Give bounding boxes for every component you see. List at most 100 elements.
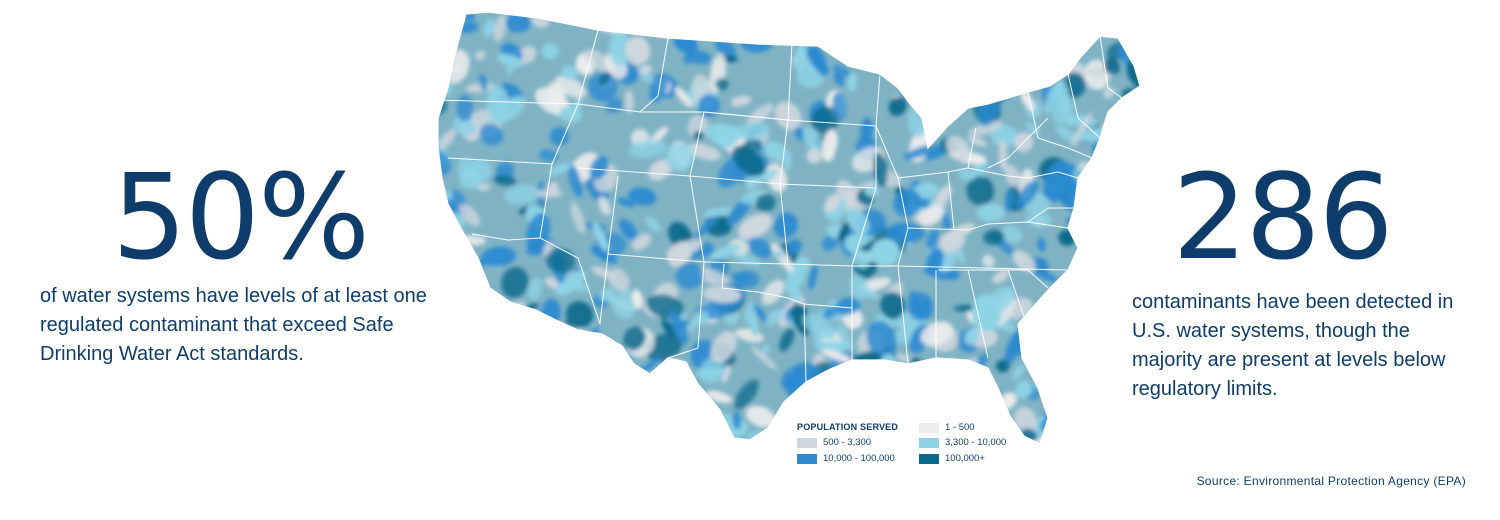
legend-swatch: [919, 453, 939, 464]
map-texture-blob: [589, 155, 609, 180]
map-texture-blob: [746, 103, 774, 126]
map-texture-blob: [964, 328, 980, 345]
map-texture-blob: [735, 122, 771, 140]
map-texture-blob: [570, 201, 586, 234]
map-texture-blob: [1015, 380, 1033, 398]
map-texture-blob: [968, 121, 1003, 137]
map-texture-blob: [466, 339, 485, 359]
map-texture-blob: [1103, 58, 1121, 75]
map-texture-blob: [438, 129, 456, 150]
map-texture-blob: [920, 321, 954, 347]
map-texture-blob: [971, 294, 1002, 332]
map-texture-blob: [1013, 406, 1037, 435]
map-texture-blob: [558, 344, 574, 358]
map-texture-blob: [649, 375, 661, 403]
map-texture-blob: [559, 351, 592, 368]
legend-swatch: [797, 453, 817, 464]
map-texture-blob: [1091, 381, 1124, 406]
map-texture-blob: [662, 391, 686, 418]
map-texture-blob: [703, 286, 742, 303]
map-texture-blob: [1106, 335, 1124, 354]
map-texture-blob: [494, 349, 507, 370]
map-texture-blob: [1084, 12, 1098, 17]
map-texture-blob: [485, 434, 498, 444]
map-texture-blob: [975, 20, 1007, 51]
map-texture-blob: [734, 270, 760, 289]
left-stat-caption: of water systems have levels of at least…: [40, 285, 427, 365]
map-texture-blob: [1138, 110, 1140, 135]
map-texture-blob: [619, 219, 638, 241]
map-texture-blob: [696, 367, 725, 378]
map-texture-blob: [1138, 17, 1140, 32]
map-texture-blob: [1091, 165, 1107, 181]
map-texture-blob: [1106, 428, 1128, 444]
map-texture-blob: [1106, 156, 1125, 192]
map-texture-blob: [1075, 399, 1094, 416]
map-texture-blob: [549, 126, 569, 146]
map-texture-blob: [541, 43, 559, 60]
map-texture-blob: [991, 78, 1010, 96]
map-texture-blob: [976, 203, 1006, 222]
legend-label: 500 - 3,300: [823, 437, 872, 448]
map-texture-blob: [475, 50, 486, 61]
map-texture-blob: [1004, 328, 1024, 365]
map-texture-blob: [755, 194, 776, 212]
map-texture-blob: [526, 212, 551, 251]
map-texture-blob: [536, 323, 555, 344]
map-texture-blob: [897, 47, 911, 59]
map-texture-blob: [821, 349, 856, 365]
map-texture-blob: [872, 12, 885, 28]
map-texture-blob: [438, 225, 441, 244]
map-texture-blob: [428, 403, 438, 423]
map-texture-blob: [598, 196, 611, 216]
map-texture-blob: [545, 248, 576, 273]
map-texture-blob: [479, 370, 494, 387]
map-texture-blob: [671, 421, 702, 444]
map-texture-blob: [953, 12, 970, 31]
map-texture-blob: [1102, 12, 1129, 28]
map-texture-blob: [597, 71, 612, 86]
map-texture-blob: [737, 213, 773, 240]
map-texture-blob: [966, 176, 995, 206]
map-texture-blob: [893, 189, 922, 217]
legend-label: 100,000+: [945, 453, 985, 464]
map-texture-blob: [875, 32, 889, 55]
map-texture-blob: [734, 379, 759, 410]
legend-item-3300-10000: 3,300 - 10,000: [919, 437, 1006, 448]
map-texture-blob: [565, 301, 594, 328]
map-texture-blob: [906, 67, 923, 93]
map-texture-blob: [1095, 414, 1124, 444]
map-texture-blob: [1012, 364, 1025, 381]
legend-item-500-3300: 500 - 3,300: [797, 437, 871, 448]
map-texture-blob: [625, 36, 650, 65]
legend-title: POPULATION SERVED: [797, 422, 899, 432]
map-texture-blob: [1004, 188, 1015, 213]
map-texture-blob: [492, 357, 513, 374]
map-texture-blob: [812, 50, 829, 76]
map-texture-blob: [497, 54, 524, 68]
legend-label: 1 - 500: [945, 422, 975, 433]
map-texture-blob: [854, 181, 876, 192]
map-texture-blob: [922, 69, 944, 108]
map-texture-blob: [631, 289, 644, 309]
map-texture-blob: [628, 187, 657, 206]
map-texture-blob: [1025, 211, 1052, 228]
map-texture-blob: [533, 392, 546, 411]
map-texture-blob: [547, 381, 564, 411]
map-texture-blob: [862, 371, 899, 392]
map-texture-blob: [1065, 415, 1076, 439]
map-texture-blob: [1067, 281, 1104, 295]
map-texture-blob: [732, 411, 742, 430]
map-texture-blob: [859, 390, 894, 416]
map-texture-blob: [817, 341, 855, 350]
map-texture-blob: [551, 376, 570, 398]
map-texture-blob: [687, 114, 709, 139]
map-texture-blob: [1114, 208, 1130, 225]
map-texture-blob: [1085, 370, 1111, 396]
map-texture-blob: [773, 212, 798, 239]
map-texture-blob: [473, 301, 493, 321]
map-texture-blob: [532, 348, 564, 374]
map-texture-blob: [745, 405, 776, 428]
map-texture-blob: [609, 31, 631, 66]
map-texture-blob: [1105, 361, 1115, 372]
